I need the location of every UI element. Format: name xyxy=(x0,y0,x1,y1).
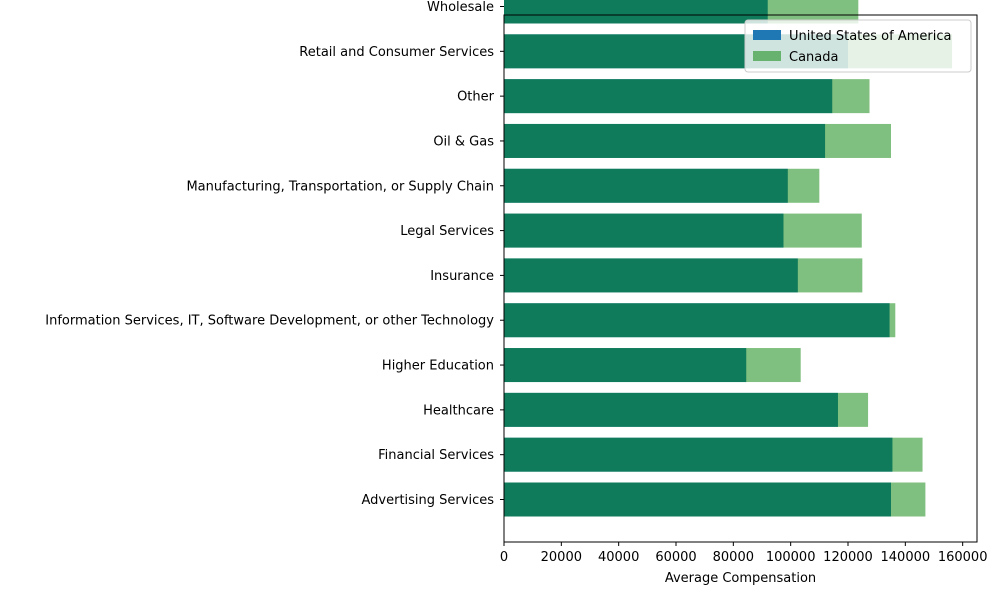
bar-canada-6 xyxy=(504,213,862,248)
y-tick-label: Legal Services xyxy=(400,224,494,239)
legend-label: United States of America xyxy=(789,29,951,44)
bar-canada-1 xyxy=(504,437,923,472)
bar-canada-2 xyxy=(504,392,869,427)
y-tick-label: Healthcare xyxy=(423,403,494,418)
axis-ticks: Advertising Services Financial Services He… xyxy=(45,0,987,565)
bar-canada-0 xyxy=(504,482,926,517)
legend-swatch xyxy=(753,30,781,40)
x-tick-label: 160000 xyxy=(938,550,988,565)
y-tick-label: Wholesale xyxy=(427,0,494,15)
bar-canada-11 xyxy=(504,0,859,24)
legend-box xyxy=(744,19,972,73)
legend-label: Canada xyxy=(789,50,838,65)
y-tick-label: Manufacturing, Transportation, or Supply… xyxy=(186,179,494,194)
x-tick-label: 100000 xyxy=(766,550,816,565)
y-tick-label: Other xyxy=(457,90,495,105)
y-tick-label: Retail and Consumer Services xyxy=(299,45,494,60)
bar-canada-9 xyxy=(504,79,870,114)
x-tick-label: 80000 xyxy=(713,550,754,565)
y-tick-label: Oil & Gas xyxy=(433,134,494,149)
legend: United States of America Canada xyxy=(744,19,972,73)
bar-canada-8 xyxy=(504,123,891,158)
legend-swatch xyxy=(753,51,781,61)
x-axis-label: Average Compensation xyxy=(665,571,816,586)
y-tick-label: Advertising Services xyxy=(362,493,495,508)
y-tick-label: Higher Education xyxy=(382,359,494,374)
bar-canada-4 xyxy=(504,303,896,338)
plot-frame xyxy=(503,14,978,543)
x-tick-label: 60000 xyxy=(655,550,696,565)
y-tick-label: Insurance xyxy=(430,269,494,284)
bar-canada-7 xyxy=(504,168,820,203)
x-tick-label: 0 xyxy=(500,550,508,565)
bar-canada-3 xyxy=(504,348,801,383)
bar-canada-5 xyxy=(504,258,863,293)
plot-area xyxy=(504,0,953,517)
y-tick-label: Financial Services xyxy=(378,448,494,463)
x-tick-label: 120000 xyxy=(823,550,873,565)
x-tick-label: 140000 xyxy=(881,550,931,565)
y-tick-label: Information Services, IT, Software Devel… xyxy=(45,314,494,329)
x-tick-label: 20000 xyxy=(541,550,582,565)
x-tick-label: 40000 xyxy=(598,550,639,565)
